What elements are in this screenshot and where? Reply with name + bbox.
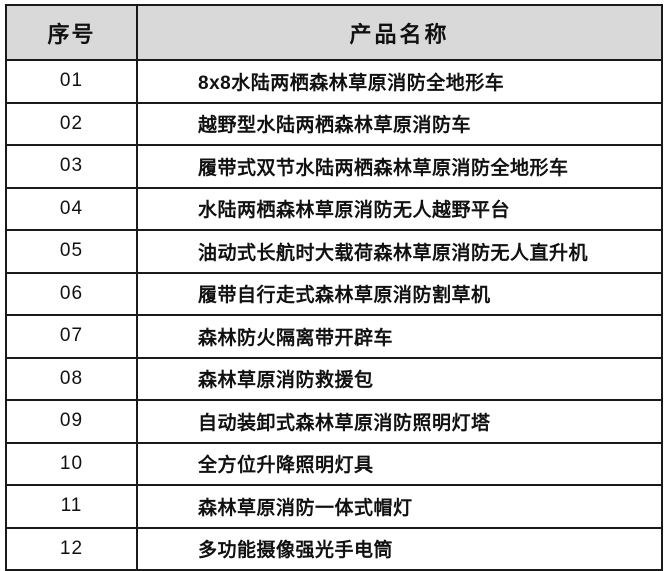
table-row: 12 多功能摄像强光手电筒 xyxy=(5,526,663,571)
cell-index: 07 xyxy=(5,314,138,359)
table-header: 序号 产品名称 xyxy=(5,4,663,61)
cell-product-name: 森林草原消防一体式帽灯 xyxy=(136,484,663,529)
column-header-name: 产品名称 xyxy=(136,4,663,61)
cell-index: 03 xyxy=(5,144,138,189)
cell-product-name: 多功能摄像强光手电筒 xyxy=(136,526,663,571)
table-row: 11 森林草原消防一体式帽灯 xyxy=(5,484,663,529)
cell-index: 08 xyxy=(5,356,138,401)
table-row: 03 履带式双节水陆两栖森林草原消防全地形车 xyxy=(5,144,663,189)
column-header-index: 序号 xyxy=(5,4,138,61)
table-row: 02 越野型水陆两栖森林草原消防车 xyxy=(5,101,663,146)
table-row: 08 森林草原消防救援包 xyxy=(5,356,663,401)
cell-product-name: 履带式双节水陆两栖森林草原消防全地形车 xyxy=(136,144,663,189)
table-row: 04 水陆两栖森林草原消防无人越野平台 xyxy=(5,186,663,231)
cell-product-name: 履带自行走式森林草原消防割草机 xyxy=(136,271,663,316)
product-list-table: 序号 产品名称 01 8x8水陆两栖森林草原消防全地形车 02 越野型水陆两栖森林草原… xyxy=(5,4,663,571)
table-row: 07 森林防火隔离带开辟车 xyxy=(5,314,663,359)
cell-product-name: 全方位升降照明灯具 xyxy=(136,441,663,486)
cell-index: 12 xyxy=(5,526,138,571)
cell-product-name: 水陆两栖森林草原消防无人越野平台 xyxy=(136,186,663,231)
table-row: 05 油动式长航时大载荷森林草原消防无人直升机 xyxy=(5,229,663,274)
cell-index: 04 xyxy=(5,186,138,231)
table-row: 10 全方位升降照明灯具 xyxy=(5,441,663,486)
cell-product-name: 8x8水陆两栖森林草原消防全地形车 xyxy=(136,59,663,104)
table-row: 01 8x8水陆两栖森林草原消防全地形车 xyxy=(5,59,663,104)
table-body: 01 8x8水陆两栖森林草原消防全地形车 02 越野型水陆两栖森林草原消防车 03 履带式… xyxy=(5,59,663,571)
cell-index: 06 xyxy=(5,271,138,316)
cell-index: 01 xyxy=(5,59,138,104)
cell-product-name: 自动装卸式森林草原消防照明灯塔 xyxy=(136,399,663,444)
cell-product-name: 森林防火隔离带开辟车 xyxy=(136,314,663,359)
table-row: 06 履带自行走式森林草原消防割草机 xyxy=(5,271,663,316)
cell-index: 09 xyxy=(5,399,138,444)
cell-index: 10 xyxy=(5,441,138,486)
cell-product-name: 森林草原消防救援包 xyxy=(136,356,663,401)
table-header-row: 序号 产品名称 xyxy=(5,4,663,61)
table-row: 09 自动装卸式森林草原消防照明灯塔 xyxy=(5,399,663,444)
cell-product-name: 油动式长航时大载荷森林草原消防无人直升机 xyxy=(136,229,663,274)
cell-product-name: 越野型水陆两栖森林草原消防车 xyxy=(136,101,663,146)
cell-index: 11 xyxy=(5,484,138,529)
cell-index: 05 xyxy=(5,229,138,274)
cell-index: 02 xyxy=(5,101,138,146)
